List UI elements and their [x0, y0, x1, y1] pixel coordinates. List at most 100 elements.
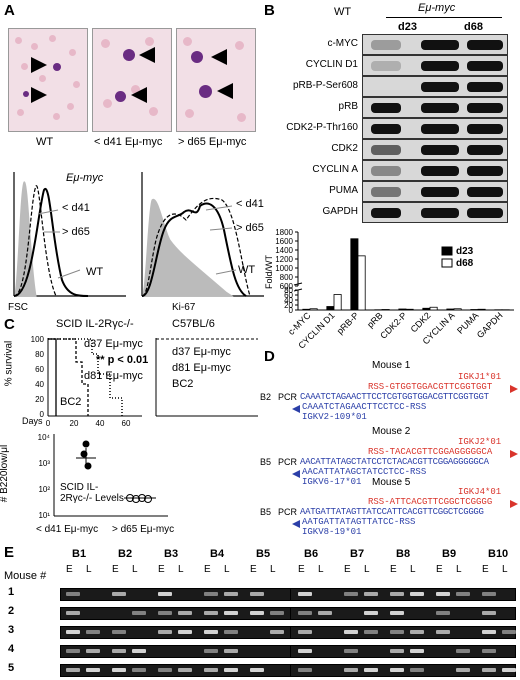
gel-group-label: B3 — [164, 548, 179, 560]
bar-d23 — [398, 308, 407, 311]
gel-group-label: B7 — [350, 548, 365, 560]
x-tick: 0 — [46, 419, 51, 428]
mouse-title: Mouse 5 — [372, 477, 411, 488]
gel-band — [410, 592, 424, 596]
blot-header-emu: Eμ-myc — [418, 2, 456, 14]
blot-row-cdk2 — [362, 139, 508, 160]
ki67-label-late: > d65 — [236, 222, 264, 234]
blot-label: pRB — [338, 101, 358, 112]
bar-d23 — [326, 306, 335, 311]
gel-band — [270, 630, 284, 634]
gel-band — [502, 668, 516, 672]
bar-d23 — [446, 308, 455, 311]
arrow-right-icon — [510, 450, 518, 458]
gel-band — [344, 649, 358, 653]
bar-d68 — [309, 308, 318, 311]
gel-group-label: B5 — [256, 548, 271, 560]
gel-band — [112, 592, 126, 596]
y-tick-label: 1200 — [275, 255, 293, 264]
germline-seq: CAAATCTAGAACTTCCTCC-RSS — [302, 402, 427, 412]
pcr-label: PCR — [278, 457, 298, 467]
blot-row-prb — [362, 97, 508, 118]
survival-ylabel: % survival — [3, 340, 15, 387]
micrograph-wt — [8, 28, 88, 132]
germline-seq: AATGATTATAGTTATCC-RSS — [302, 517, 416, 527]
y-tick-label: 1400 — [275, 246, 293, 255]
gel-lane-label: E — [436, 564, 443, 575]
stats-label: ** p < 0.01 — [96, 354, 149, 366]
blot-row-gapdh — [362, 202, 508, 223]
gel-lane-label: L — [502, 564, 508, 575]
gel-band — [364, 630, 378, 634]
gel-lane-label: L — [318, 564, 324, 575]
ki67-axis-label: Ki-67 — [172, 302, 196, 313]
gel-band — [224, 611, 238, 615]
y-tick-label: 20 — [284, 301, 293, 310]
igkj-label: IGKJ2*01 — [458, 437, 502, 447]
gel-group-label: B2 — [118, 548, 133, 560]
gel-band — [178, 611, 192, 615]
gel-band — [364, 668, 378, 672]
gel-band — [390, 592, 404, 596]
gel-lane-label: L — [86, 564, 92, 575]
gel-band — [298, 592, 312, 596]
mouse-title: Mouse 1 — [372, 360, 411, 371]
gel-lane-label: E — [482, 564, 489, 575]
curve-label-right: d37 Eμ-myc — [172, 346, 231, 358]
germline-seq: AACATTATAGCTATCCTCC-RSS — [302, 467, 427, 477]
gel-band — [270, 611, 284, 615]
gel-band — [250, 668, 264, 672]
blot-row-cyclind1 — [362, 55, 508, 76]
survival-left-title: SCID IL-2Rγc-/- — [56, 318, 134, 330]
gel-mouse-label: 1 — [8, 586, 15, 598]
gel-mouse-label: 3 — [8, 624, 15, 636]
blot-label: c-MYC — [327, 38, 358, 49]
survival-plot: 100 80 60 40 20 0 0 20 40 60 — [31, 335, 258, 428]
legend-swatch — [441, 246, 453, 256]
panel-label-e: E — [4, 544, 15, 561]
y-tick: 60 — [35, 365, 44, 374]
legend-swatch — [441, 258, 453, 268]
legend-label: d23 — [456, 246, 474, 257]
gel-band — [158, 592, 172, 596]
micro-label-early: < d41 Eμ-myc — [94, 136, 163, 148]
rss-seq: RSS-ATTCACGTTCGGCTCGGGG — [368, 497, 493, 507]
blot-label: PUMA — [329, 185, 358, 196]
gel-band — [224, 592, 238, 596]
fsc-histogram — [13, 172, 126, 297]
scatter-annotation: SCID IL-2Rγc-/- Levels — [60, 482, 124, 504]
rss-seq: RSS-TACACGTTCGGAGGGGGCA — [368, 447, 493, 457]
blot-row-puma — [362, 181, 508, 202]
fsc-label-early: < d41 — [62, 202, 90, 214]
scatter-ylabel: # B220low/μl — [0, 444, 11, 503]
x-tick: 20 — [70, 419, 79, 428]
gel-lane-label: L — [456, 564, 462, 575]
curve-label: BC2 — [60, 396, 82, 408]
gel-lane-label: E — [250, 564, 257, 575]
bar-d68 — [453, 308, 462, 311]
gel-band — [204, 611, 218, 615]
y-tick-label: 1600 — [275, 237, 293, 246]
y-tick-label: 80 — [284, 286, 293, 295]
gel-band — [456, 649, 470, 653]
gel-band — [66, 668, 80, 672]
micro-label-late: > d65 Eμ-myc — [178, 136, 247, 148]
gel-band — [298, 611, 312, 615]
gel-band — [344, 592, 358, 596]
clone-label: B2 — [260, 392, 272, 402]
gel-lane-label: E — [298, 564, 305, 575]
gel-band — [66, 649, 80, 653]
sequence-panel: Mouse 1 IGKJ1*01 RSS-GTGGTGGACGTTCGGTGGT… — [260, 360, 520, 537]
gel-band — [390, 630, 404, 634]
arrow-icon — [217, 83, 233, 99]
gel-band — [86, 630, 100, 634]
y-tick-label: 1000 — [275, 264, 293, 273]
y-tick-label: 800 — [280, 273, 294, 282]
gel-lane-label: L — [224, 564, 230, 575]
gel-band — [66, 592, 80, 596]
y-tick-label: 0 — [289, 306, 294, 315]
legend-label: d68 — [456, 258, 474, 269]
category-label: GAPDH — [475, 310, 505, 340]
pcr-seq: AATGATTATAGTTATCCATTCACGTTCGGCTCGGGG — [300, 507, 484, 517]
